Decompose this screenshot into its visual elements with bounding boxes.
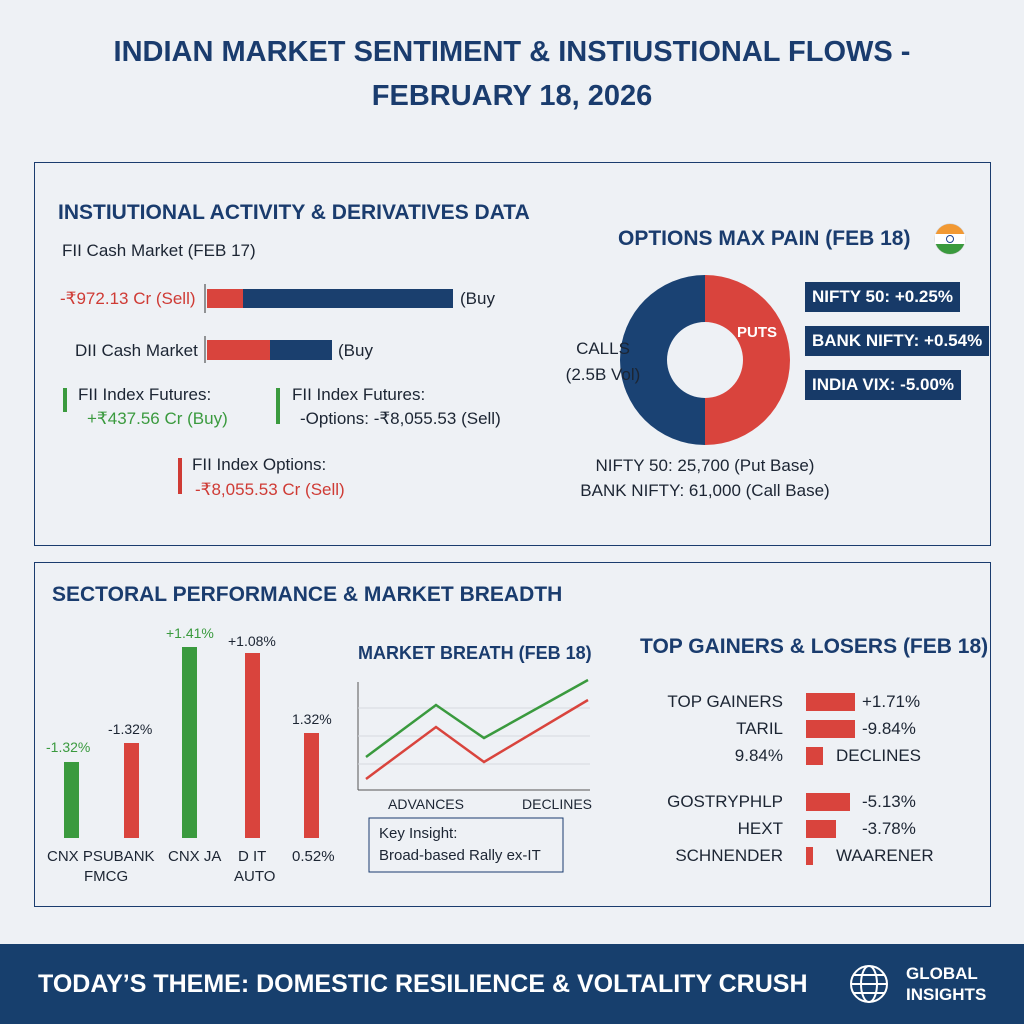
sector-bar: [182, 647, 197, 838]
row-value: -3.78%: [862, 819, 916, 838]
footer-theme: TODAY’S THEME: DOMESTIC RESILIENCE & VOL…: [38, 970, 808, 998]
breadth-chart: [357, 678, 590, 873]
label: (Buy: [460, 289, 495, 308]
section-heading: TOP GAINERS & LOSERS (FEB 18): [640, 635, 989, 658]
marker: [178, 458, 182, 494]
calls-segment: [620, 275, 705, 445]
label: DII Cash Market: [75, 341, 198, 360]
row-name: HEXT: [737, 819, 783, 838]
x-label: ADVANCES: [388, 796, 464, 812]
buy-segment: [270, 340, 332, 360]
value-label: -₹972.13 Cr (Sell): [60, 289, 196, 308]
section-heading: INSTIUTIONAL ACTIVITY & DERIVATIVES DATA: [58, 201, 530, 224]
sector-bar: [64, 762, 79, 838]
page-title: INDIAN MARKET SENTIMENT & INSTIUSTIONAL …: [113, 36, 911, 112]
sector-bar: [304, 733, 319, 838]
sector-bar: [245, 653, 260, 838]
gainer-bar: [806, 793, 850, 811]
label: FII Index Futures:: [292, 385, 426, 404]
bar-label: 1.32%: [292, 711, 332, 727]
bar-label: -1.32%: [108, 721, 153, 737]
buy-segment: [243, 289, 453, 308]
value-label: -Options: -₹8,055.53 (Sell): [300, 409, 501, 428]
gainer-bar: [806, 747, 823, 765]
section-heading: OPTIONS MAX PAIN (FEB 18): [618, 227, 911, 250]
marker: [63, 388, 67, 412]
insight-box: [368, 817, 564, 873]
value-label: +₹437.56 Cr (Buy): [87, 409, 228, 428]
brand: GLOBAL: [906, 964, 978, 983]
note: NIFTY 50: 25,700 (Put Base): [595, 456, 815, 475]
sell-segment: [207, 340, 270, 360]
gainer-bar: [806, 693, 855, 711]
institutional-panel: [34, 162, 991, 546]
badge: BANK NIFTY: +0.54%: [805, 326, 990, 356]
gainer-bar: [806, 820, 836, 838]
badge: NIFTY 50: +0.25%: [805, 282, 960, 312]
row-name: 9.84%: [734, 746, 783, 765]
sectoral-panel: [34, 562, 991, 907]
category-label: 0.52%: [292, 848, 335, 865]
row-value: WAARENER: [836, 846, 934, 865]
declines-line: [365, 698, 589, 781]
label: (2.5B Vol): [565, 365, 641, 384]
marker: [276, 388, 280, 424]
sell-segment: [207, 289, 243, 308]
value-label: -₹8,055.53 Cr (Sell): [195, 480, 345, 499]
gainer-bar: [806, 720, 855, 738]
label: PUTS: [737, 324, 778, 341]
section-heading: SECTORAL PERFORMANCE & MARKET BREADTH: [52, 583, 563, 606]
note: BANK NIFTY: 61,000 (Call Base): [580, 481, 830, 500]
label: FII Index Options:: [192, 455, 327, 474]
gainer-bars: [806, 693, 855, 865]
advances-line: [365, 678, 589, 759]
x-label: DECLINES: [522, 796, 593, 812]
gainer-bar: [806, 847, 813, 865]
flag-icon: [934, 223, 966, 255]
bar-label: -1.32%: [46, 739, 91, 755]
bar-label: +1.08%: [228, 633, 276, 649]
label: FII Cash Market (FEB 17): [62, 241, 256, 260]
row-name: SCHNENDER: [675, 846, 783, 865]
category-label: CNX PSUBANK: [47, 848, 155, 865]
category-label: FMCG: [84, 868, 129, 885]
row-value: -5.13%: [862, 792, 916, 811]
logo-icon: [850, 965, 888, 1003]
row-name: GOSTRYPHLP: [667, 792, 783, 811]
sector-bars: [64, 647, 319, 838]
label: (Buy: [338, 341, 373, 360]
sector-bar: [124, 743, 139, 838]
puts-segment: [705, 275, 790, 445]
row-value: DECLINES: [836, 746, 922, 765]
label: FII Index Futures:: [78, 385, 212, 404]
section-heading: MARKET BREATH (FEB 18): [358, 643, 592, 663]
row-value: -9.84%: [862, 719, 916, 738]
row-name: TOP GAINERS: [667, 692, 783, 711]
row-name: TARIL: [736, 719, 783, 738]
badge: INDIA VIX: -5.00%: [805, 370, 962, 400]
category-label: D IT: [238, 848, 267, 865]
bar-label: +1.41%: [166, 625, 214, 641]
label: CALLS: [576, 339, 630, 358]
brand: INSIGHTS: [906, 985, 987, 1004]
insight-title: Key Insight:: [379, 825, 458, 842]
category-label: CNX JA: [168, 848, 222, 865]
category-label: AUTO: [234, 868, 276, 885]
insight-text: Broad-based Rally ex-IT: [379, 847, 541, 864]
row-value: +1.71%: [862, 692, 921, 711]
